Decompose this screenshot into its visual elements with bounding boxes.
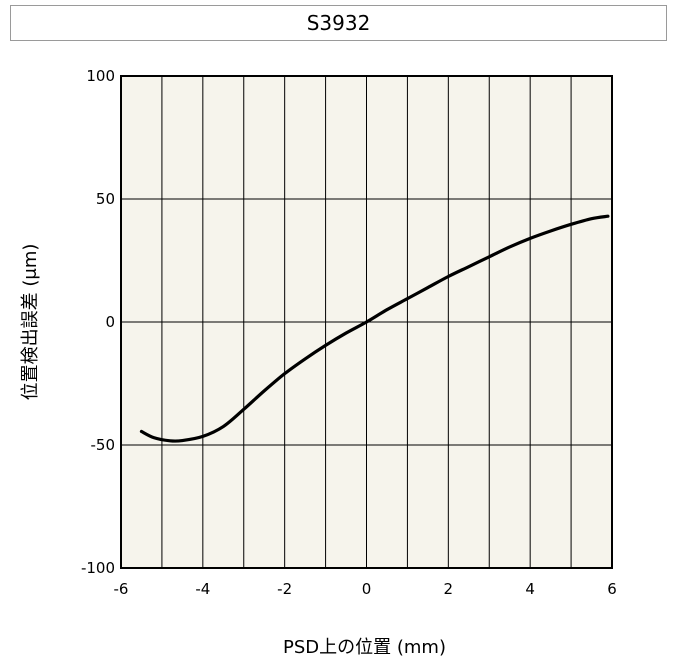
x-tick-label: -4 xyxy=(195,580,210,598)
y-tick-label: 100 xyxy=(86,67,115,85)
y-tick-label: -100 xyxy=(81,559,115,577)
chart-title: S3932 xyxy=(10,5,667,41)
x-tick-label: 4 xyxy=(525,580,535,598)
y-axis-label: 位置検出誤差 (μm) xyxy=(20,244,41,401)
plot-frame xyxy=(120,75,613,569)
y-tick-label: 0 xyxy=(105,313,115,331)
series-line xyxy=(139,214,610,443)
y-tick-label: 50 xyxy=(96,190,115,208)
x-tick-label: 0 xyxy=(362,580,372,598)
series-layer xyxy=(139,214,610,443)
x-tick-label: -6 xyxy=(114,580,129,598)
x-tick-label: -2 xyxy=(277,580,292,598)
y-tick-label: -50 xyxy=(91,436,116,454)
x-tick-label: 2 xyxy=(444,580,454,598)
x-tick-label: 6 xyxy=(607,580,617,598)
y-axis-ticks: 100 50 0 -50 -100 xyxy=(81,67,115,577)
x-axis-ticks: -6 -4 -2 0 2 4 6 xyxy=(114,580,617,598)
x-axis-label: PSD上の位置 (mm) xyxy=(283,637,446,658)
